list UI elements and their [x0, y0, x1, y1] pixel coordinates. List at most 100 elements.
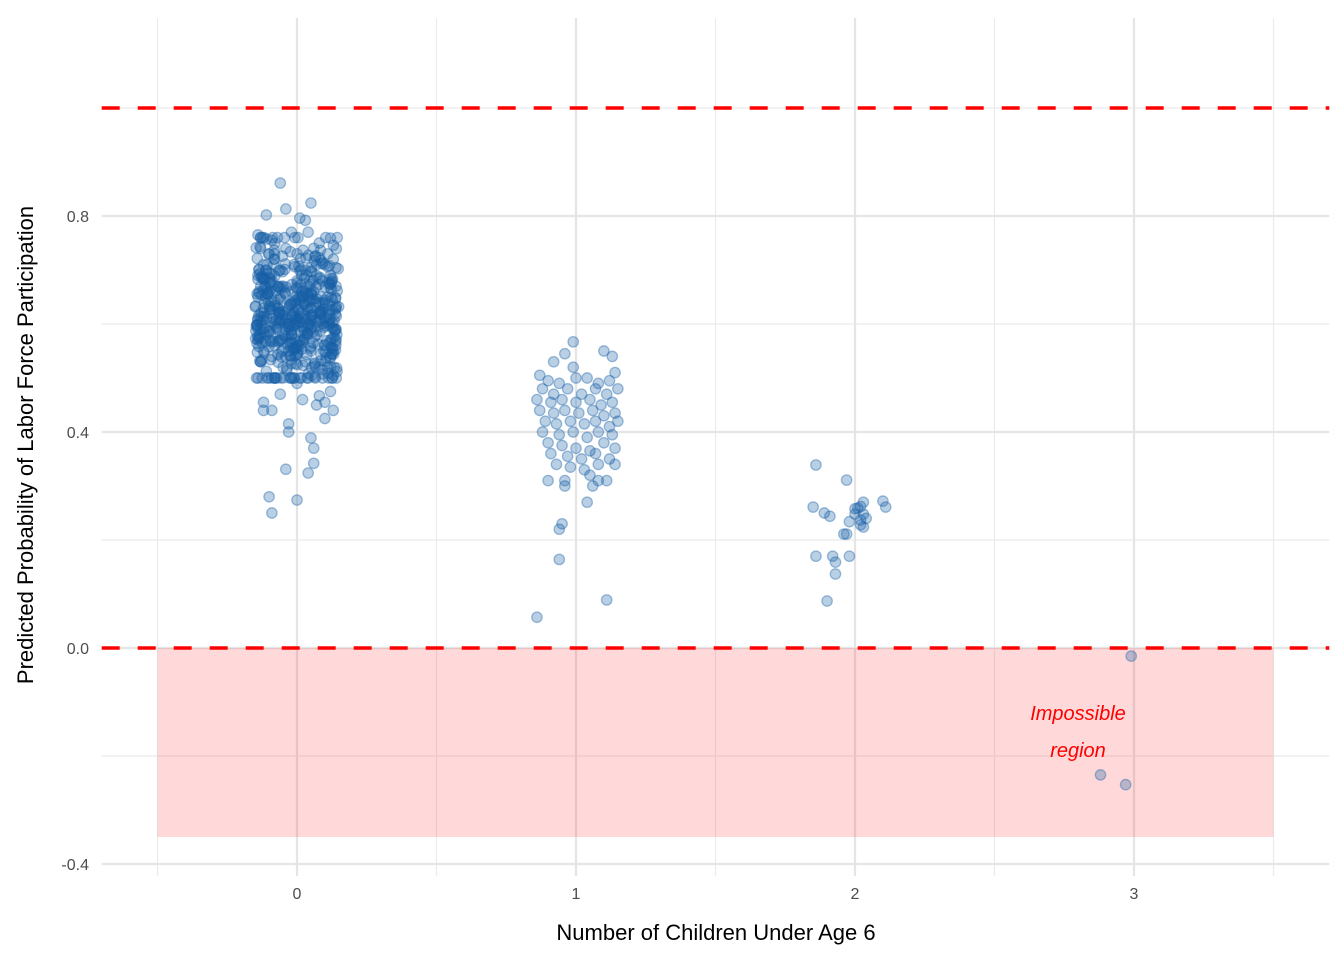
data-point	[307, 285, 320, 298]
y-tick-label: 0.8	[67, 209, 89, 226]
data-point	[296, 289, 309, 302]
data-point	[843, 515, 856, 528]
data-point	[282, 328, 295, 341]
data-point	[326, 293, 339, 306]
data-point	[277, 308, 290, 321]
data-point	[293, 312, 305, 325]
data-point	[325, 341, 338, 354]
data-point	[326, 303, 339, 316]
data-point	[1119, 778, 1132, 791]
data-point	[321, 261, 334, 273]
data-point	[254, 355, 267, 368]
data-point	[294, 252, 307, 265]
x-tick-label: 1	[572, 886, 581, 903]
data-point	[309, 297, 322, 310]
data-point	[271, 280, 284, 293]
data-point	[268, 237, 281, 250]
data-point	[263, 307, 275, 320]
data-point	[326, 348, 338, 360]
data-point	[271, 302, 284, 315]
data-point	[302, 327, 314, 340]
data-point	[327, 369, 340, 382]
data-point	[270, 314, 282, 327]
data-point	[307, 274, 319, 287]
data-point	[321, 247, 334, 260]
data-point	[277, 361, 289, 374]
data-point	[302, 226, 315, 239]
data-point	[282, 301, 295, 314]
data-point	[558, 347, 571, 360]
data-point	[283, 320, 296, 333]
data-point	[282, 321, 295, 333]
data-point	[330, 333, 342, 346]
data-point	[281, 364, 293, 377]
data-point	[258, 346, 271, 359]
data-point	[299, 264, 312, 276]
data-point	[305, 265, 318, 278]
data-point	[305, 432, 317, 444]
data-point	[292, 340, 305, 353]
data-point	[249, 332, 262, 345]
data-point	[251, 346, 264, 359]
data-point	[606, 396, 619, 409]
data-point	[290, 289, 303, 302]
data-point	[323, 277, 336, 289]
data-point	[293, 372, 306, 384]
data-point	[314, 307, 327, 320]
data-point	[325, 341, 337, 354]
data-point	[289, 311, 301, 324]
data-point	[310, 269, 323, 282]
data-point	[322, 298, 335, 311]
data-point	[279, 203, 292, 215]
data-point	[598, 409, 610, 422]
data-point	[291, 358, 304, 371]
data-point	[310, 292, 323, 305]
data-point	[332, 262, 345, 275]
data-points	[249, 177, 1138, 791]
data-point	[273, 306, 286, 319]
data-point	[255, 315, 267, 327]
data-point	[312, 338, 325, 351]
data-point	[849, 508, 861, 520]
data-point	[305, 340, 317, 353]
data-point	[258, 314, 271, 326]
data-point	[286, 309, 299, 321]
data-point	[611, 415, 624, 428]
data-point	[285, 296, 298, 309]
data-point	[291, 282, 304, 295]
data-point	[297, 359, 309, 372]
data-point	[322, 367, 335, 380]
data-point	[293, 296, 306, 309]
data-point	[603, 420, 616, 433]
data-point	[295, 343, 308, 356]
data-point	[263, 285, 275, 298]
data-point	[330, 323, 342, 336]
data-point	[854, 519, 867, 531]
data-point	[305, 309, 317, 322]
data-point	[301, 300, 314, 313]
data-point	[553, 523, 566, 536]
data-point	[586, 480, 599, 492]
data-point	[316, 372, 329, 384]
data-point	[284, 299, 296, 311]
data-point	[290, 281, 303, 294]
data-point	[854, 500, 867, 513]
data-point	[294, 278, 307, 291]
data-point	[1094, 769, 1107, 781]
data-point	[547, 355, 560, 368]
data-point	[313, 237, 326, 249]
data-point	[314, 254, 327, 267]
data-point	[294, 307, 307, 320]
annotation-line-2: region	[1050, 740, 1106, 762]
data-point	[316, 363, 329, 376]
data-point	[296, 320, 309, 333]
data-point	[255, 289, 268, 301]
data-point	[600, 594, 613, 606]
data-point	[314, 308, 327, 321]
data-point	[268, 318, 281, 330]
data-point	[288, 341, 301, 354]
data-point	[259, 335, 272, 348]
data-point	[261, 288, 274, 300]
data-point	[256, 231, 269, 244]
data-point	[592, 458, 605, 471]
